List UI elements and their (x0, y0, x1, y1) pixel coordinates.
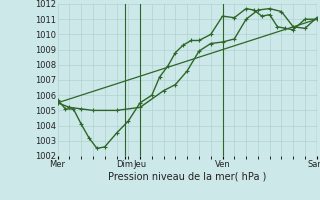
X-axis label: Pression niveau de la mer( hPa ): Pression niveau de la mer( hPa ) (108, 172, 266, 182)
